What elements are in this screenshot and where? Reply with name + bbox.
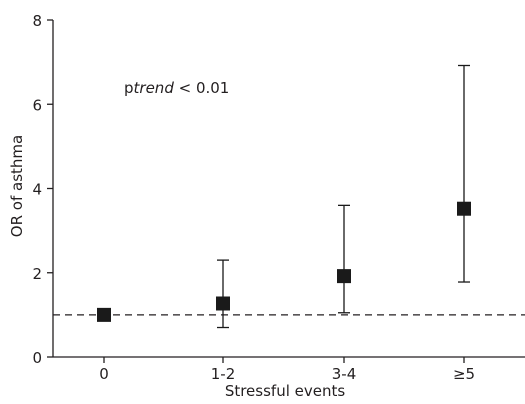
y-axis-ticks: 0 2 4 6 8 xyxy=(32,12,53,367)
error-bar xyxy=(217,259,229,329)
x-tick-label: 1-2 xyxy=(211,365,236,383)
p-trend-annotation: ptrend < 0.01 xyxy=(124,79,229,97)
y-tick-label: 4 xyxy=(32,181,42,199)
data-markers xyxy=(97,201,471,322)
axes xyxy=(52,20,525,358)
y-tick-label: 0 xyxy=(32,349,42,367)
data-point xyxy=(216,296,230,311)
error-bar xyxy=(458,64,470,283)
error-bars xyxy=(217,64,470,329)
data-point xyxy=(97,307,111,322)
x-tick-label: 3-4 xyxy=(332,365,357,383)
data-point xyxy=(457,201,471,216)
y-axis-title: OR of asthma xyxy=(8,135,26,237)
x-tick-label: ≥5 xyxy=(453,365,475,383)
data-point xyxy=(337,269,351,284)
x-tick-label: 0 xyxy=(99,365,109,383)
y-tick-label: 6 xyxy=(32,96,42,114)
x-axis-ticks: 0 1-2 3-4 ≥5 xyxy=(99,357,475,383)
x-axis-title: Stressful events xyxy=(225,382,346,400)
y-tick-label: 8 xyxy=(32,12,42,30)
error-bar xyxy=(338,204,350,314)
y-tick-label: 2 xyxy=(32,265,42,283)
